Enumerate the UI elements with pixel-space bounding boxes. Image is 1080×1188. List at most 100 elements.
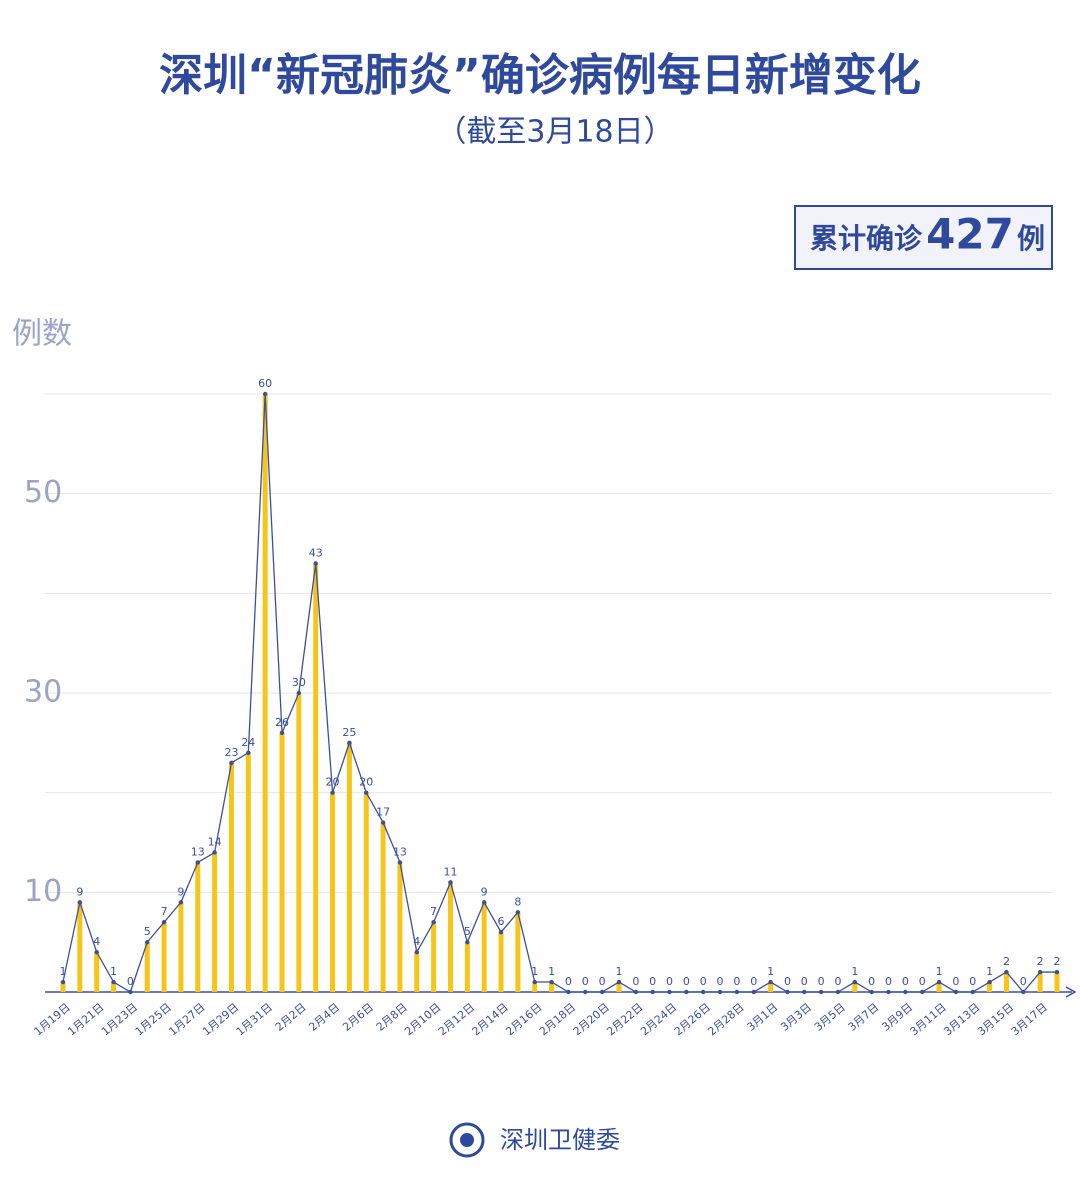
data-label: 0: [666, 975, 673, 988]
data-label: 2: [1037, 955, 1044, 968]
data-label: 23: [224, 746, 238, 759]
x-tick-label: 1月19日: [32, 1001, 73, 1039]
data-label: 0: [834, 975, 841, 988]
point: [751, 989, 756, 995]
data-label: 9: [76, 885, 83, 898]
bar: [616, 982, 622, 992]
bar: [363, 792, 369, 992]
data-label: 0: [599, 975, 606, 988]
x-tick-label: 1月29日: [200, 1001, 241, 1039]
bar: [987, 982, 993, 992]
point: [111, 979, 116, 985]
data-label: 0: [818, 975, 825, 988]
data-label: 4: [93, 935, 100, 948]
summary-label: 累计确诊: [810, 222, 923, 255]
point: [161, 920, 167, 925]
data-label: 1: [615, 965, 622, 978]
data-label: 13: [191, 845, 205, 858]
point: [364, 790, 369, 795]
data-label: 17: [376, 806, 390, 819]
summary-unit: 例: [1017, 222, 1045, 255]
point: [1054, 969, 1060, 975]
source-logo: [449, 1122, 485, 1158]
point: [414, 949, 419, 955]
data-label: 0: [127, 975, 134, 988]
x-tick-label: 2月20日: [571, 1001, 612, 1039]
data-label: 25: [342, 726, 356, 739]
data-label: 0: [565, 975, 572, 988]
point: [1037, 969, 1043, 975]
x-tick-label: 2月10日: [402, 1001, 443, 1039]
point: [566, 989, 571, 995]
data-label: 8: [514, 895, 521, 908]
point: [330, 790, 335, 795]
bar: [464, 942, 470, 992]
point: [650, 989, 655, 995]
point: [246, 750, 251, 755]
x-tick-label: 2月22日: [604, 1001, 645, 1039]
point: [313, 561, 318, 566]
point: [734, 989, 740, 995]
point: [701, 989, 706, 995]
data-label: 0: [582, 975, 589, 988]
x-tick-label: 2月6日: [340, 1001, 376, 1034]
x-tick-label: 2月28日: [705, 1001, 746, 1039]
point: [465, 939, 470, 945]
data-label: 26: [275, 716, 289, 729]
point: [852, 979, 858, 985]
summary-value: 427: [926, 210, 1014, 259]
bar: [1054, 972, 1060, 992]
data-label: 0: [717, 975, 724, 988]
bar: [330, 792, 336, 992]
data-label: 0: [700, 975, 707, 988]
point: [768, 979, 773, 985]
x-axis-arrow: [1065, 986, 1077, 998]
bar: [447, 882, 453, 992]
data-label: 60: [258, 377, 272, 390]
x-tick-label: 3月17日: [1009, 1001, 1050, 1039]
bar: [195, 862, 201, 992]
point: [77, 900, 83, 905]
x-tick-label: 3月5日: [812, 1001, 848, 1034]
bar: [1037, 972, 1043, 992]
data-label: 1: [531, 965, 538, 978]
chart-subtitle: （截至3月18日）: [436, 115, 673, 150]
data-label: 0: [649, 975, 656, 988]
point: [145, 939, 150, 945]
point: [498, 930, 504, 935]
x-tick-label: 3月11日: [908, 1001, 949, 1039]
data-label: 5: [144, 925, 151, 938]
y-tick-label: 50: [24, 475, 62, 510]
point: [684, 989, 689, 995]
data-label: 1: [936, 965, 943, 978]
data-label: 0: [919, 975, 926, 988]
line: [62, 393, 1057, 994]
x-tick-label: 3月7日: [846, 1001, 882, 1034]
point: [886, 989, 891, 995]
bar: [111, 982, 117, 992]
data-label: 0: [683, 975, 690, 988]
data-label: 1: [548, 965, 555, 978]
data-label: 0: [868, 975, 875, 988]
bar: [313, 563, 319, 992]
data-label: 9: [481, 885, 488, 898]
data-label: 1: [851, 965, 858, 978]
point: [987, 979, 992, 985]
point: [920, 989, 925, 995]
point: [532, 979, 537, 985]
bar: [228, 762, 234, 992]
x-tick-label: 2月12日: [436, 1001, 477, 1039]
data-label: 5: [464, 925, 471, 938]
point: [94, 949, 99, 955]
x-tick-label: 2月24日: [638, 1001, 679, 1039]
x-tick-label: 3月15日: [975, 1001, 1016, 1039]
point: [212, 850, 217, 855]
bar: [161, 922, 167, 992]
bar: [94, 952, 100, 992]
data-label: 0: [784, 975, 791, 988]
bar: [212, 852, 218, 992]
bar: [262, 394, 268, 992]
source: 深圳卫健委: [500, 1126, 620, 1154]
data-label: 4: [413, 935, 420, 948]
